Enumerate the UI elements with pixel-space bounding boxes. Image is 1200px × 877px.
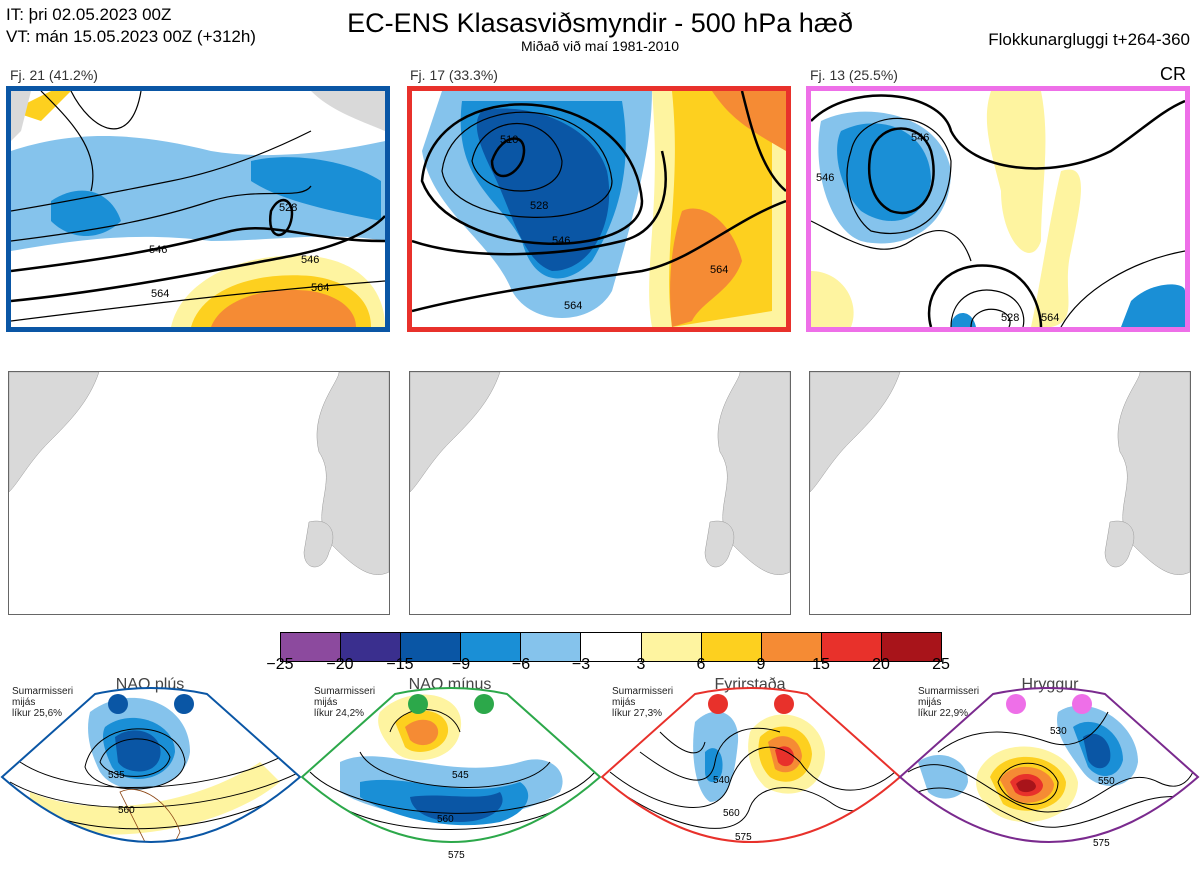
page-title: EC-ENS Klasasviðsmyndir - 500 hPa hæð (347, 8, 853, 38)
empty-map-2 (409, 371, 791, 615)
contour-label: 530 (1050, 726, 1067, 737)
contour-label: 564 (564, 300, 582, 312)
contour-label: 546 (149, 244, 167, 256)
colorbar-tick: −9 (451, 656, 471, 673)
header-times: IT: þri 02.05.2023 00Z VT: mán 15.05.202… (6, 4, 256, 48)
regime-ridge-map: 530 550 575 (898, 672, 1200, 872)
contour-label: 575 (735, 832, 752, 843)
contour-label: 564 (710, 264, 728, 276)
contour-label: 545 (452, 770, 469, 781)
colorbar (280, 632, 942, 662)
regime-blocking-info: Sumarmisseri mijás líkur 27,3% (612, 686, 674, 719)
regime-nao-plus-info: Sumarmisseri mijás líkur 25,6% (12, 686, 74, 719)
empty-map-1-graphic (9, 372, 389, 575)
contour-label: 528 (1001, 312, 1019, 324)
regime-nao-plus-graphic: 535 560 (0, 687, 302, 843)
corner-code: CR (1160, 64, 1186, 84)
colorbar-cell (881, 633, 942, 661)
colorbar-cell (401, 633, 462, 661)
cluster-map-2: 510 528 546 564 564 (407, 86, 791, 332)
cluster-map-1-graphic: 546 564 528 546 564 (11, 91, 385, 327)
contour-label: 564 (1041, 312, 1059, 324)
initial-time: IT: þri 02.05.2023 00Z (6, 5, 172, 24)
empty-map-3-graphic (810, 372, 1190, 575)
colorbar-tick: 9 (756, 656, 766, 673)
colorbar-tick: −20 (326, 656, 354, 673)
panel-2-label: Fj. 17 (33.3%) (410, 67, 498, 83)
empty-map-3 (809, 371, 1191, 615)
colorbar-cell (521, 633, 582, 661)
colorbar-cell (341, 633, 402, 661)
colorbar-cell (581, 633, 642, 661)
colorbar-cell (701, 633, 762, 661)
contour-label: 560 (723, 808, 740, 819)
colorbar-tick: −3 (571, 656, 591, 673)
empty-map-2-graphic (410, 372, 790, 575)
contour-label: 546 (816, 172, 834, 184)
classification-window: Flokkunargluggi t+264-360 (988, 30, 1190, 49)
regime-nao-minus-map: 545 560 575 (300, 672, 602, 872)
cluster-map-1: 546 564 528 546 564 (6, 86, 390, 332)
regime-ridge-graphic: 530 550 575 (898, 687, 1200, 849)
colorbar-tick: 25 (932, 656, 950, 673)
colorbar-cell (461, 633, 522, 661)
contour-label: 560 (118, 805, 135, 816)
contour-label: 535 (108, 770, 125, 781)
colorbar-cell (761, 633, 822, 661)
regime-nao-plus-map: 535 560 (0, 672, 302, 872)
colorbar-tick: 3 (636, 656, 646, 673)
panel-1-label: Fj. 21 (41.2%) (10, 67, 98, 83)
empty-map-1 (8, 371, 390, 615)
cluster-map-3-graphic: 546 546 564 528 (811, 91, 1185, 327)
contour-label: 575 (1093, 838, 1110, 849)
cluster-map-3: 546 546 564 528 (806, 86, 1190, 332)
contour-label: 550 (1098, 776, 1115, 787)
contour-label: 575 (448, 850, 465, 861)
contour-label: 528 (279, 202, 297, 214)
contour-label: 546 (301, 254, 319, 266)
colorbar-tick: −25 (266, 656, 294, 673)
colorbar-tick: 20 (872, 656, 890, 673)
contour-label: 528 (530, 200, 548, 212)
cluster-map-2-graphic: 510 528 546 564 564 (412, 91, 786, 327)
regime-blocking-map: 540 560 575 (600, 672, 902, 872)
contour-label: 564 (311, 282, 329, 294)
colorbar-cell (821, 633, 882, 661)
colorbar-tick: −15 (386, 656, 414, 673)
colorbar-cell (281, 633, 342, 661)
regime-blocking-graphic: 540 560 575 (600, 687, 902, 843)
regime-nao-minus-graphic: 545 560 575 (300, 687, 602, 861)
contour-label: 510 (500, 134, 518, 146)
panel-3-label: Fj. 13 (25.5%) (810, 67, 898, 83)
regime-nao-minus-info: Sumarmisseri mijás líkur 24,2% (314, 686, 376, 719)
contour-label: 560 (437, 814, 454, 825)
contour-label: 564 (151, 288, 169, 300)
valid-time: VT: mán 15.05.2023 00Z (+312h) (6, 27, 256, 46)
contour-label: 540 (713, 775, 730, 786)
colorbar-tick: 6 (696, 656, 706, 673)
colorbar-cell (641, 633, 702, 661)
colorbar-tick: 15 (812, 656, 830, 673)
regime-ridge-info: Sumarmisseri mijás líkur 22,9% (918, 686, 980, 719)
colorbar-tick: −6 (511, 656, 531, 673)
contour-label: 546 (552, 235, 570, 247)
page-subtitle: Miðað við maí 1981-2010 (521, 38, 679, 54)
contour-label: 546 (911, 132, 929, 144)
